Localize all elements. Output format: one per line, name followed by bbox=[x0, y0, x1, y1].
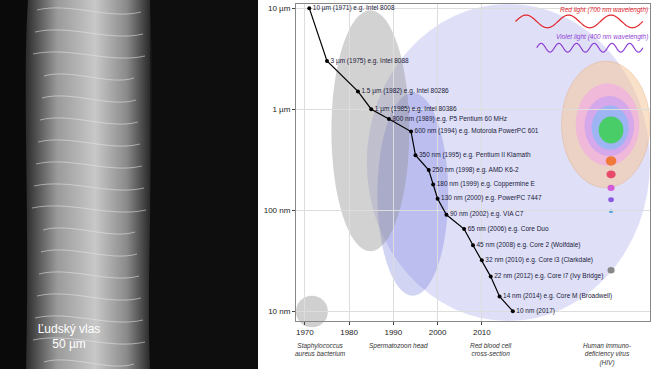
svg-text:180 nm (1999) e.g. Coppermine: 180 nm (1999) e.g. Coppermine E bbox=[437, 180, 536, 188]
svg-text:Spermatozoon head: Spermatozoon head bbox=[369, 342, 428, 350]
svg-text:22 nm (2012) e.g. Core i7 (Ivy: 22 nm (2012) e.g. Core i7 (Ivy Bridge) bbox=[494, 272, 603, 280]
svg-text:Staphylococcusaureus bacterium: Staphylococcusaureus bacterium bbox=[295, 342, 346, 357]
svg-text:32 nm (2010) e.g. Core i3 (Cla: 32 nm (2010) e.g. Core i3 (Clarkdale) bbox=[485, 256, 593, 264]
html-text:Ľudský vlas: Ľudský vlas bbox=[37, 322, 101, 336]
svg-text:130 nm (2000) e.g. PowerPC 744: 130 nm (2000) e.g. PowerPC 7447 bbox=[441, 194, 542, 202]
svg-text:Red blood cellcross-section: Red blood cellcross-section bbox=[470, 342, 512, 357]
svg-text:1990: 1990 bbox=[384, 328, 402, 337]
svg-text:100 nm: 100 nm bbox=[264, 206, 291, 215]
svg-text:2000: 2000 bbox=[429, 328, 447, 337]
svg-text:10 nm (2017): 10 nm (2017) bbox=[516, 307, 555, 315]
svg-text:2010: 2010 bbox=[473, 328, 491, 337]
svg-text:Red light (700 nm wavelength): Red light (700 nm wavelength) bbox=[560, 6, 648, 14]
svg-text:Human immuno-deficiency virus(: Human immuno-deficiency virus(HIV) bbox=[583, 342, 632, 367]
svg-text:3 µm (1975) e.g. Intel 8088: 3 µm (1975) e.g. Intel 8088 bbox=[330, 57, 409, 65]
svg-text:90 nm (2002) e.g. VIA C7: 90 nm (2002) e.g. VIA C7 bbox=[450, 210, 524, 218]
svg-text:Violet light (400 nm wavelengt: Violet light (400 nm wavelength) bbox=[556, 33, 648, 41]
html-text:50 µm: 50 µm bbox=[52, 337, 86, 351]
svg-text:14 nm (2014) e.g. Core M (Broa: 14 nm (2014) e.g. Core M (Broadwell) bbox=[503, 292, 612, 300]
svg-text:1.5 µm (1982) e.g. Intel 80286: 1.5 µm (1982) e.g. Intel 80286 bbox=[361, 87, 449, 95]
svg-text:1 µm (1985) e.g. Intel 80386: 1 µm (1985) e.g. Intel 80386 bbox=[375, 105, 457, 113]
svg-text:1980: 1980 bbox=[340, 328, 358, 337]
svg-text:800 nm (1989) e.g. P5 Pentium: 800 nm (1989) e.g. P5 Pentium 60 MHz bbox=[392, 115, 507, 123]
svg-text:600 nm (1994) e.g. Motorola Po: 600 nm (1994) e.g. Motorola PowerPC 601 bbox=[415, 127, 539, 135]
svg-text:10 nm: 10 nm bbox=[268, 307, 291, 316]
svg-text:1 µm: 1 µm bbox=[272, 105, 290, 114]
svg-text:10 µm (1971) e.g. Intel 8008: 10 µm (1971) e.g. Intel 8008 bbox=[313, 4, 395, 12]
svg-text:1970: 1970 bbox=[296, 328, 314, 337]
svg-text:350 nm (1995) e.g. Pentium II: 350 nm (1995) e.g. Pentium II Klamath bbox=[419, 151, 531, 159]
svg-text:45 nm (2008) e.g. Core 2 (Wolf: 45 nm (2008) e.g. Core 2 (Wolfdale) bbox=[477, 241, 581, 249]
svg-text:65 nm (2006) e.g. Core Duo: 65 nm (2006) e.g. Core Duo bbox=[468, 225, 549, 233]
svg-text:10 µm: 10 µm bbox=[268, 4, 291, 13]
svg-text:250 nm (1998) e.g. AMD K6-2: 250 nm (1998) e.g. AMD K6-2 bbox=[432, 166, 519, 174]
